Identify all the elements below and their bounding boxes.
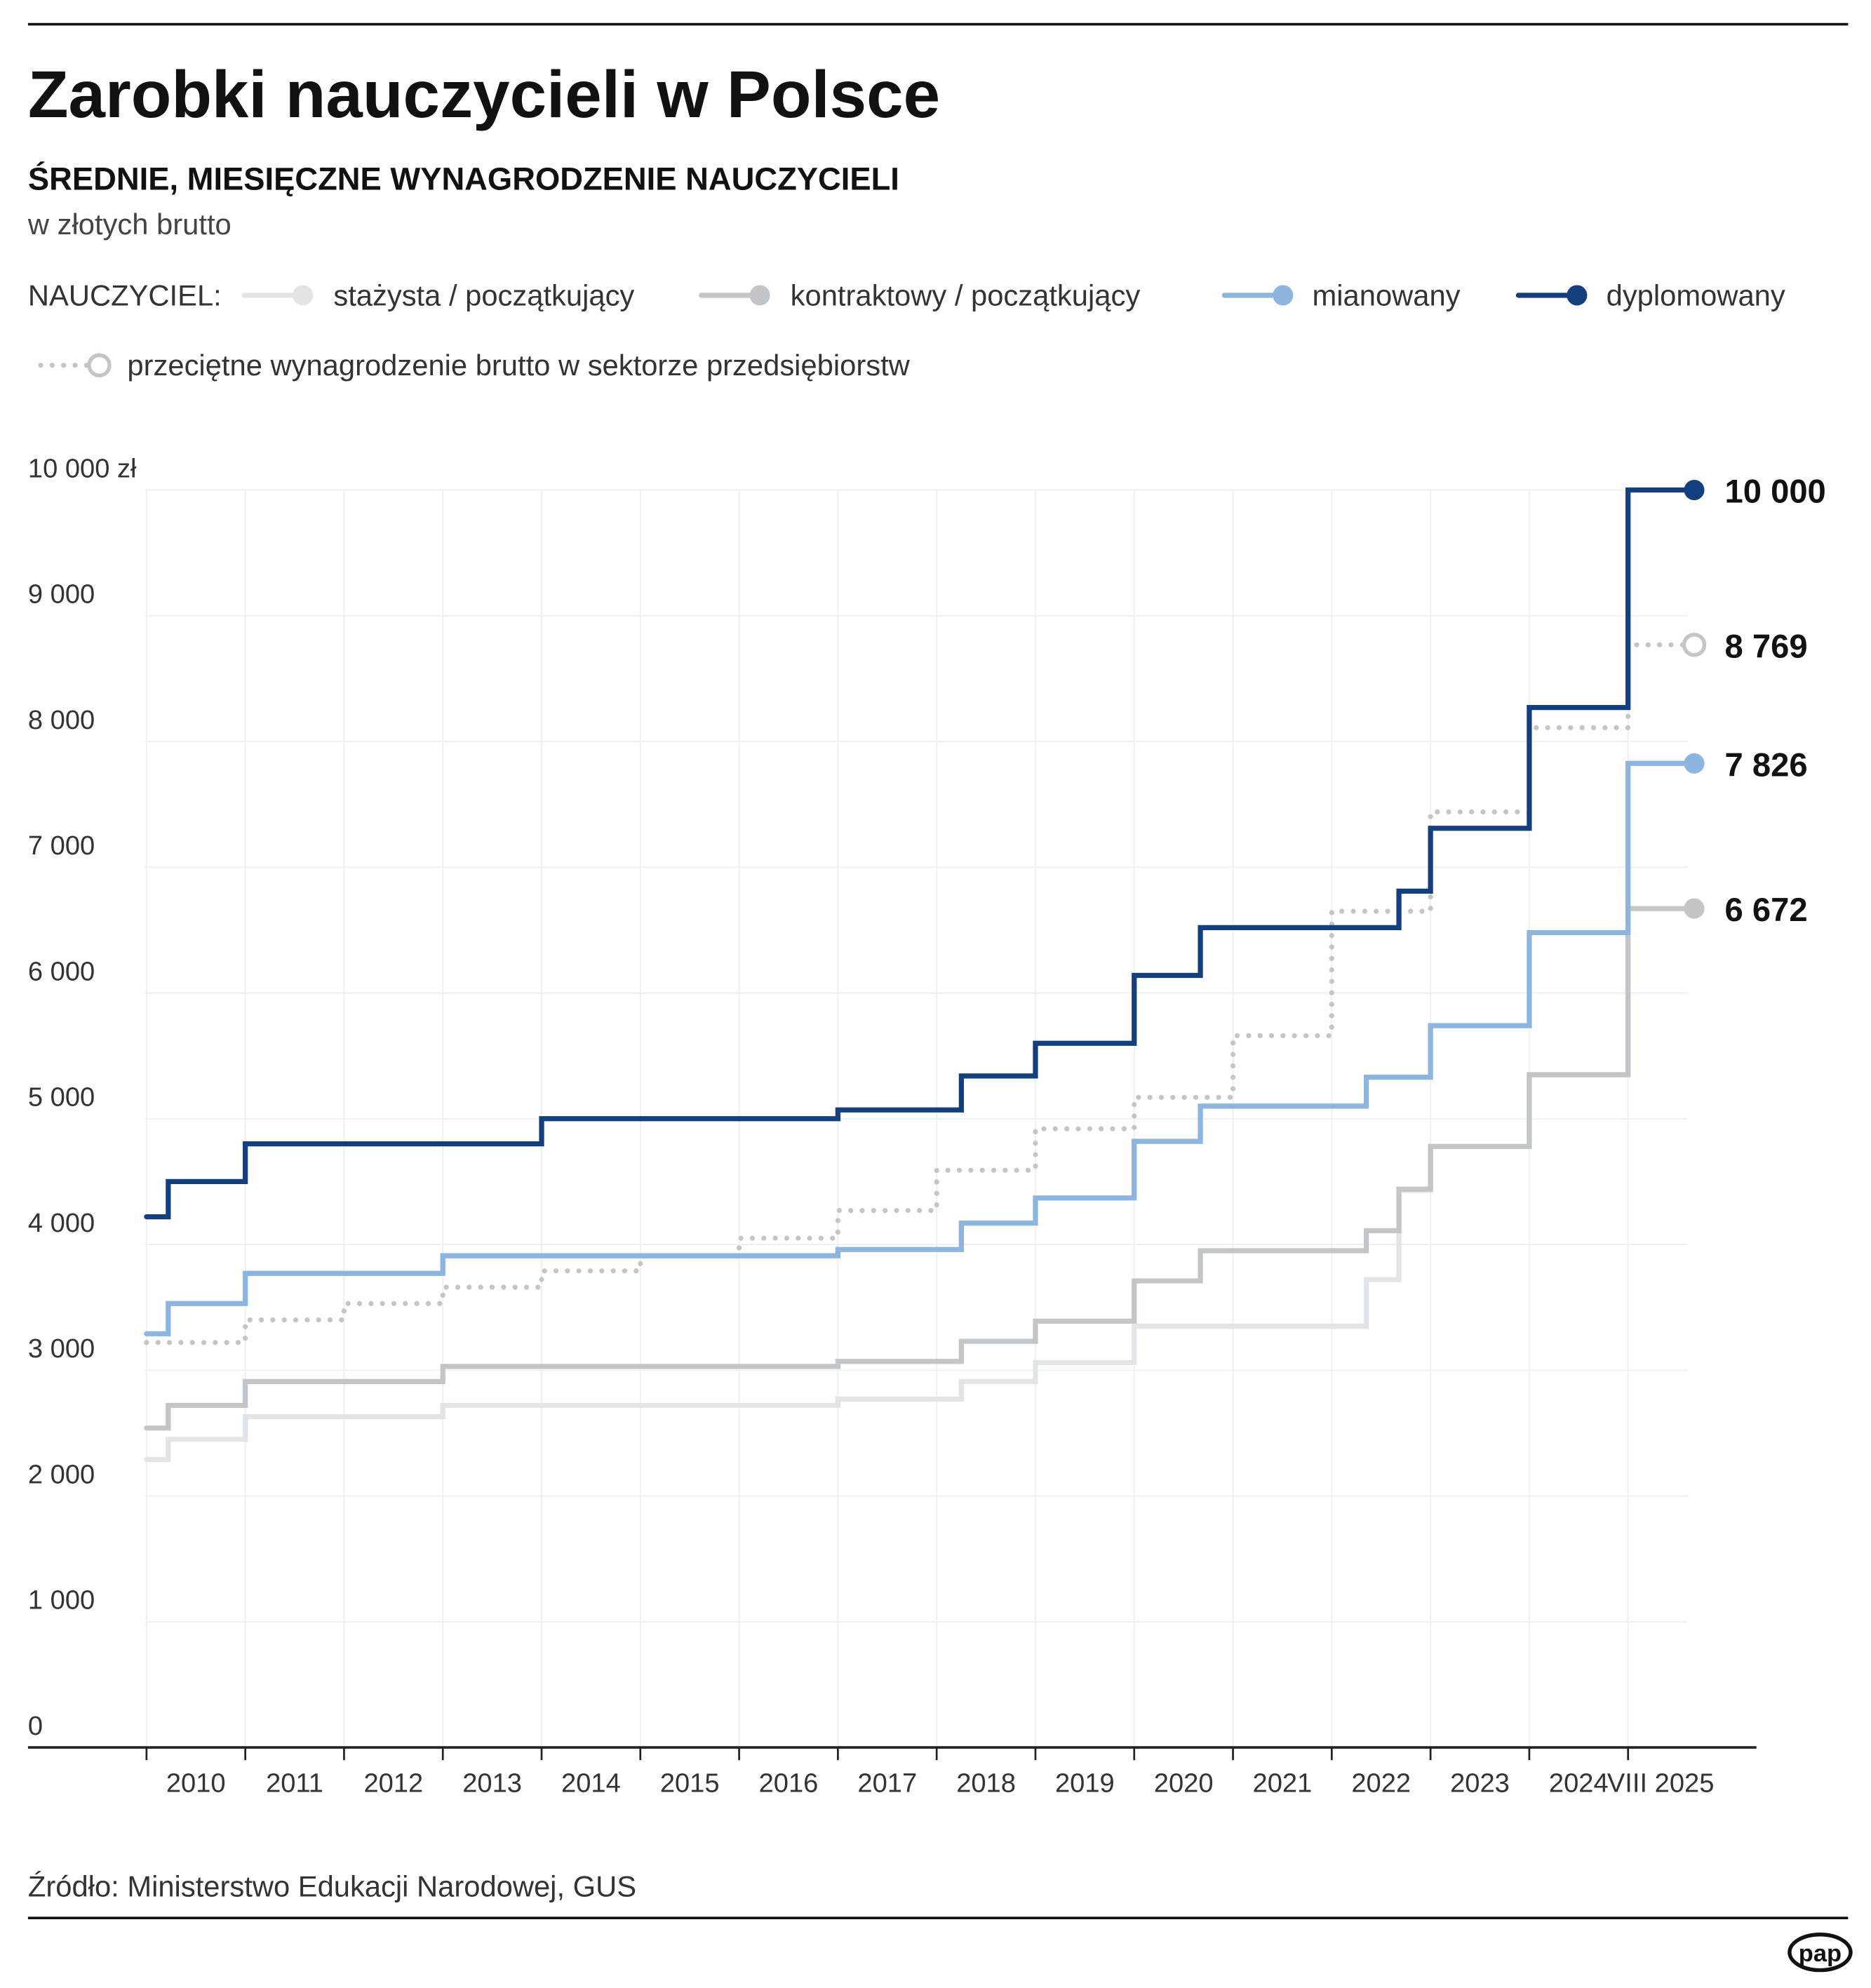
y-tick-label: 8 000 [28,706,95,735]
x-tick-label: 2011 [266,1769,323,1799]
y-tick-label: 1 000 [28,1586,95,1616]
x-tick-label: 2021 [1253,1769,1313,1799]
y-tick-label: 6 000 [28,957,95,986]
x-tick-label: 2022 [1351,1769,1411,1799]
y-tick-label: 10 000 zł [28,454,137,483]
series-line [144,760,1697,1336]
legend-label: kontraktowy / początkujący [791,278,1141,311]
end-dot [1684,480,1705,501]
series-line [144,906,1697,1431]
y-tick-label: 0 [28,1712,43,1741]
y-tick-label: 9 000 [28,580,95,610]
end-label: 8 769 [1725,627,1808,664]
legend-label: stażysta / początkujący [333,278,634,311]
logo-frame [1788,1933,1853,1973]
x-tick-label: 2018 [956,1769,1016,1799]
x-tick-label: 2020 [1154,1769,1214,1799]
chart-title: Zarobki nauczycieli w Polsce [28,58,940,131]
average-line [144,642,1697,1345]
legend-dot [749,285,770,306]
end-label: 10 000 [1725,473,1826,510]
end-label: 7 826 [1725,746,1808,783]
source: Źródło: Ministerstwo Edukacji Narodowej,… [28,1869,636,1902]
legend-label: przeciętne wynagrodzenie brutto w sektor… [127,349,910,382]
plot: 0 1 000 2 000 3 000 4 000 5 000 6 000 7 000 8 00… [27,278,1826,1799]
series-line [144,487,1697,1220]
legend-dot [1273,285,1294,306]
unit-note: w złotych brutto [27,208,232,241]
y-tick-label: 4 000 [28,1209,95,1238]
y-tick-label: 5 000 [28,1083,95,1113]
legend-dot [1567,285,1588,306]
x-tick-label: 2010 [166,1769,226,1799]
x-tick-label: VIII 2025 [1607,1769,1715,1799]
x-tick-label: 2023 [1450,1769,1510,1799]
legend-dot [87,353,112,377]
end-dot [1684,753,1705,774]
end-label: 6 672 [1725,891,1808,928]
y-tick-label: 2 000 [28,1460,95,1489]
end-dot [1682,632,1707,657]
legend-label: dyplomowany [1607,278,1785,311]
legend-label: mianowany [1313,278,1461,311]
x-tick-label: 2014 [561,1769,621,1799]
end-dot [1684,898,1705,919]
x-tick-label: 2019 [1055,1769,1115,1799]
legend-dot [293,285,314,306]
x-tick-label: 2017 [857,1769,917,1799]
y-tick-label: 7 000 [28,831,95,861]
x-tick-label: 2012 [363,1769,423,1799]
series-line [144,906,1697,1463]
x-tick-label: 2015 [660,1769,720,1799]
y-tick-label: 3 000 [28,1334,95,1364]
chart-subtitle: ŚREDNIE, MIESIĘCZNE WYNAGRODZENIE NAUCZY… [28,160,899,196]
x-tick-label: 2013 [462,1769,522,1799]
x-tick-label: 2024 [1549,1769,1609,1799]
logo: pap [1799,1940,1842,1967]
x-tick-label: 2016 [759,1769,819,1799]
legend-title: NAUCZYCIEL: [28,278,222,311]
